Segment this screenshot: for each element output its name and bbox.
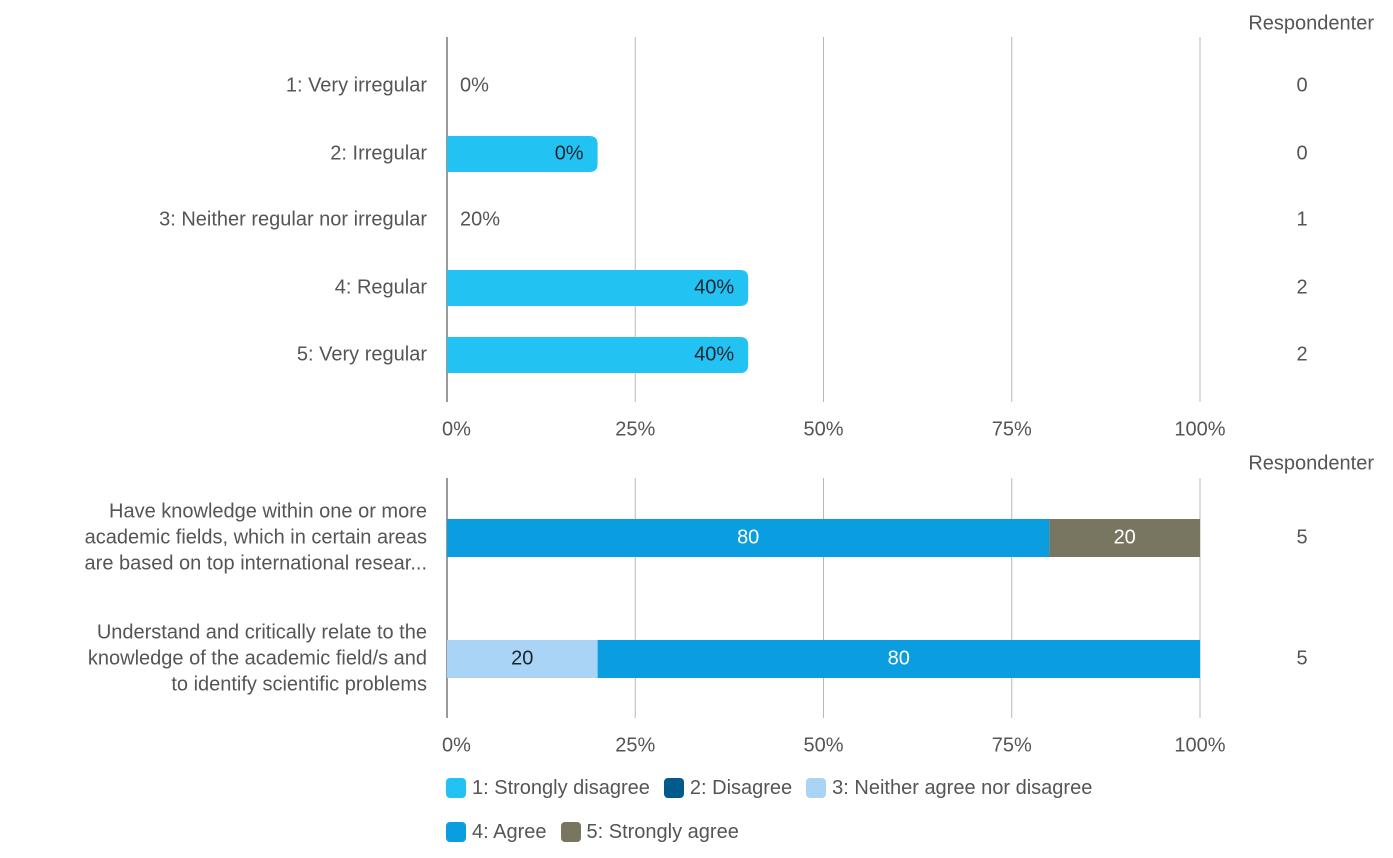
bar-data-label: 40%: [694, 276, 734, 298]
segment-data-label: 20: [511, 647, 533, 669]
category-label: 1: Very irregular: [286, 74, 428, 96]
respondents-header: Respondenter: [1248, 452, 1374, 474]
respondent-count: 1: [1296, 208, 1307, 230]
legend-item-agree: 4: Agree: [446, 821, 547, 844]
legend-label: 1: Strongly disagree: [472, 776, 650, 799]
legend-item-disagree: 2: Disagree: [663, 776, 793, 800]
segment-data-label: 80: [888, 647, 910, 669]
legend-item-strongly-disagree: 1: Strongly disagree: [446, 777, 650, 800]
stacked-bar-segment: [447, 640, 598, 678]
legend-row-1: 1: Strongly disagree 2: Disagree 3: Neit…: [446, 770, 1246, 806]
respondent-count: 0: [1296, 142, 1307, 164]
segment-data-label: 20: [1114, 526, 1136, 548]
legend-swatch: [560, 822, 581, 842]
bar-data-label: 40%: [694, 343, 734, 365]
legend-item-strongly-agree: 5: Strongly agree: [560, 820, 739, 844]
respondent-count: 5: [1296, 526, 1307, 548]
category-label: to identify scientific problems: [171, 673, 427, 695]
respondents-header: Respondenter: [1248, 12, 1374, 34]
stacked-bar-segment: [1049, 519, 1200, 557]
category-label: Have knowledge within one or more: [109, 500, 427, 522]
category-label: are based on top international resear...: [85, 552, 427, 574]
legend-label: 4: Agree: [472, 820, 547, 843]
segment-data-label: 80: [737, 526, 759, 548]
respondent-count: 2: [1296, 276, 1307, 298]
legend-label: 3: Neither agree nor disagree: [832, 776, 1093, 799]
legend-item-neither: 3: Neither agree nor disagree: [806, 777, 1092, 800]
x-tick-label: 50%: [803, 734, 843, 756]
legend-swatch: [663, 778, 684, 798]
category-label: 5: Very regular: [297, 343, 427, 365]
bar: [447, 337, 749, 373]
legend-label: 5: Strongly agree: [586, 820, 739, 843]
respondent-count: 0: [1296, 74, 1307, 96]
bar: [447, 270, 749, 306]
bar: [447, 136, 598, 172]
legend-swatch: [446, 822, 466, 842]
category-label: academic fields, which in certain areas: [85, 526, 427, 548]
category-label: Understand and critically relate to the: [97, 621, 427, 643]
bar-data-label: 0%: [460, 74, 489, 96]
legend-label: 2: Disagree: [689, 776, 793, 799]
stacked-bar-segment: [447, 519, 1050, 557]
respondent-count: 2: [1296, 343, 1307, 365]
legend-swatch: [446, 778, 466, 798]
legend-swatch: [806, 778, 827, 798]
x-tick-label: 0%: [442, 418, 471, 440]
legend: 1: Strongly disagree 2: Disagree 3: Neit…: [446, 770, 1246, 858]
x-tick-label: 100%: [1174, 418, 1225, 440]
stacked-bar-segment: [597, 640, 1200, 678]
category-label: 2: Irregular: [330, 142, 427, 164]
legend-row-2: 4: Agree 5: Strongly agree: [446, 814, 1246, 850]
x-tick-label: 25%: [615, 734, 655, 756]
respondent-count: 5: [1296, 647, 1307, 669]
agreement-stacked-bar-chart: Respondenter 0% 25% 50% 75% 100% Have knowledg…: [85, 452, 1375, 756]
x-tick-label: 75%: [992, 734, 1032, 756]
category-label: 4: Regular: [335, 276, 428, 298]
x-tick-label: 50%: [803, 418, 843, 440]
bar-data-label: 20%: [460, 208, 500, 230]
x-tick-label: 75%: [992, 418, 1032, 440]
x-tick-label: 0%: [442, 734, 471, 756]
category-label: knowledge of the academic field/s and: [88, 647, 427, 669]
bar-data-label: 0%: [555, 142, 584, 164]
category-label: 3: Neither regular nor irregular: [159, 208, 427, 230]
x-tick-label: 100%: [1174, 734, 1225, 756]
x-tick-label: 25%: [615, 418, 655, 440]
